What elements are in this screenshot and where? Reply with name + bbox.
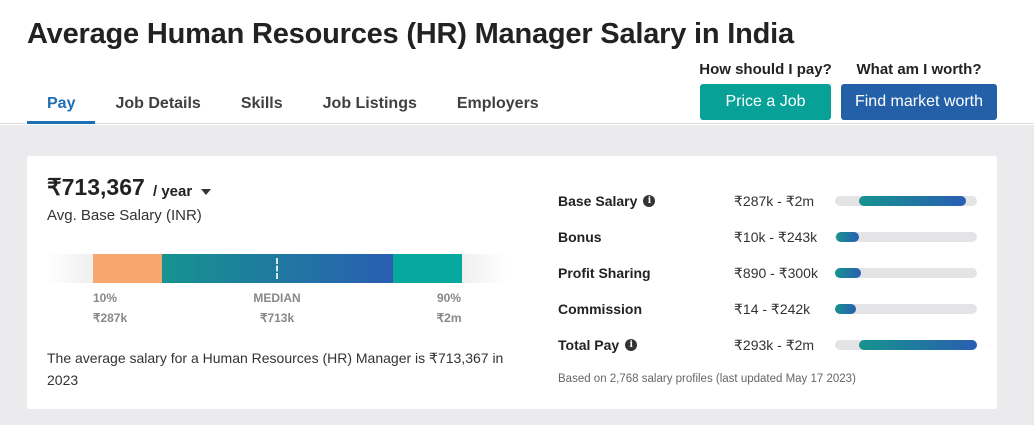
tab-pay[interactable]: Pay [27,86,96,124]
pay-period-dropdown[interactable]: / year [153,183,212,200]
breakdown-track [835,304,977,314]
breakdown-label: Base Salary [558,193,638,209]
percentile-90-value: ₹2m [436,311,462,325]
breakdown-row-total-pay: Total Pay i ₹293k - ₹2m [558,335,988,355]
find-market-worth-button[interactable]: Find market worth [841,84,997,120]
average-salary-value: ₹713,367 [47,174,145,200]
chevron-down-icon [201,188,212,195]
breakdown-fill [836,232,860,242]
percentile-10-label: 10% [92,291,118,305]
breakdown-track [835,232,977,242]
tab-employers[interactable]: Employers [456,95,539,112]
info-icon[interactable]: i [643,195,656,207]
info-icon[interactable]: i [625,339,638,351]
salary-range-bar [47,254,507,283]
tab-skills[interactable]: Skills [240,95,283,112]
percentile-90-label: 90% [436,291,462,305]
data-source-footnote: Based on 2,768 salary profiles (last upd… [558,373,856,385]
page-title: Average Human Resources (HR) Manager Sal… [27,18,794,50]
worth-question: What am I worth? [856,61,982,78]
breakdown-label: Total Pay [558,337,620,353]
breakdown-row-base-salary: Base Salary i ₹287k - ₹2m [558,191,988,211]
price-a-job-button[interactable]: Price a Job [700,84,831,120]
price-a-job-section: How should I pay? Price a Job [699,61,832,120]
breakdown-range: ₹890 - ₹300k [734,265,818,281]
price-question: How should I pay? [699,61,832,78]
breakdown-track [835,268,977,278]
percentile-10-value: ₹287k [92,311,128,325]
breakdown-fill [859,196,966,206]
range-segment-low [93,254,162,283]
salary-description: The average salary for a Human Resources… [47,350,504,388]
breakdown-label: Profit Sharing [558,265,651,281]
breakdown-range: ₹14 - ₹242k [734,301,811,317]
breakdown-fill [835,304,857,314]
median-label: MEDIAN [253,291,301,305]
breakdown-fill [859,340,977,350]
tab-job-listings[interactable]: Job Listings [322,95,417,112]
page-header: Average Human Resources (HR) Manager Sal… [0,0,1034,124]
market-worth-section: What am I worth? Find market worth [841,61,997,120]
breakdown-track [835,196,977,206]
breakdown-range: ₹10k - ₹243k [734,229,818,245]
breakdown-range: ₹293k - ₹2m [734,337,815,353]
salary-card: ₹713,367 / year Avg. Base Salary (INR) 1… [27,156,997,409]
breakdown-track [835,340,977,350]
breakdown-row-commission: Commission ₹14 - ₹242k [558,299,988,319]
nav-tabs: Pay Job Details Skills Job Listings Empl… [27,86,559,124]
breakdown-range: ₹287k - ₹2m [734,193,815,209]
breakdown-row-bonus: Bonus ₹10k - ₹243k [558,227,988,247]
breakdown-fill [835,268,861,278]
median-marker [276,258,278,279]
pay-period-label: / year [153,183,193,200]
breakdown-row-profit-sharing: Profit Sharing ₹890 - ₹300k [558,263,988,283]
tab-job-details[interactable]: Job Details [115,95,201,112]
range-segment-high [393,254,462,283]
median-value: ₹713k [259,311,295,325]
breakdown-label: Bonus [558,229,602,245]
salary-subtitle: Avg. Base Salary (INR) [47,207,202,224]
breakdown-label: Commission [558,301,643,317]
